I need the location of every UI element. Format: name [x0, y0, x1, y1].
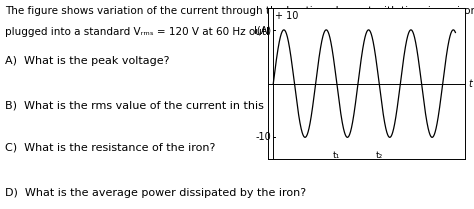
Text: + 10: + 10	[275, 11, 299, 21]
Text: D)  What is the average power dissipated by the iron?: D) What is the average power dissipated …	[5, 188, 306, 198]
Text: The figure shows variation of the current through the heating element with time : The figure shows variation of the curren…	[5, 6, 474, 16]
Text: t: t	[468, 79, 472, 89]
Text: C)  What is the resistance of the iron?: C) What is the resistance of the iron?	[5, 142, 215, 152]
Text: B)  What is the rms value of the current in this circuit?: B) What is the rms value of the current …	[5, 100, 307, 110]
Text: t₂: t₂	[375, 151, 383, 160]
Text: plugged into a standard Vᵣₘₛ = 120 V at 60 Hz outlet.: plugged into a standard Vᵣₘₛ = 120 V at …	[5, 27, 283, 37]
Text: I(A): I(A)	[255, 26, 272, 36]
Text: -10: -10	[255, 132, 272, 142]
Text: t₁: t₁	[333, 151, 340, 160]
Text: A)  What is the peak voltage?: A) What is the peak voltage?	[5, 56, 169, 66]
